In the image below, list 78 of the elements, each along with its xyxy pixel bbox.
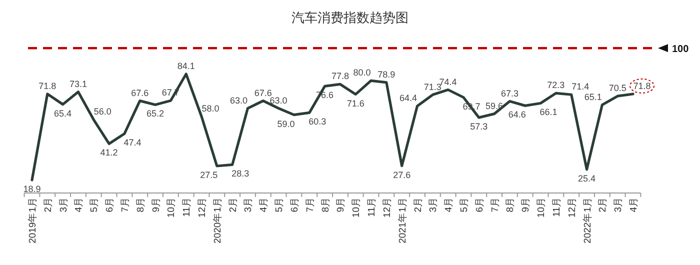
x-tick-label: 2月 [228, 197, 239, 212]
data-label: 63.0 [270, 95, 288, 106]
x-tick-label: 5月 [458, 197, 470, 212]
data-label: 78.9 [378, 69, 396, 80]
x-tick-label: 3月 [58, 197, 70, 212]
data-label: 65.1 [584, 92, 602, 102]
x-tick-label: 12月 [566, 197, 578, 218]
data-label: 74.4 [439, 76, 457, 87]
x-tick-label: 7月 [120, 197, 131, 212]
x-tick-label: 12月 [197, 197, 208, 218]
data-label: 71.6 [346, 98, 364, 108]
x-tick-label: 10月 [166, 197, 178, 218]
x-tick-label: 5月 [89, 197, 100, 212]
x-tick-label: 4月 [74, 197, 85, 212]
data-label: 27.5 [200, 170, 218, 180]
x-tick-label: 11月 [551, 197, 562, 217]
data-label: 67.6 [254, 88, 272, 98]
x-tick-label: 10月 [351, 197, 362, 218]
data-label: 71.4 [572, 82, 590, 92]
data-label: 57.3 [470, 122, 488, 132]
x-tick-label: 4月 [258, 197, 270, 212]
data-label: 18.9 [23, 184, 41, 194]
x-tick-label: 9月 [336, 197, 347, 212]
data-label: 59.0 [277, 118, 295, 129]
data-label: 28.3 [232, 168, 250, 179]
x-tick-label: 11月 [366, 197, 378, 217]
x-tick-label: 6月 [474, 197, 486, 212]
x-tick-label: 10月 [536, 197, 548, 218]
x-tick-label: 3月 [428, 197, 440, 212]
data-label: 56.0 [94, 106, 112, 117]
data-label: 27.6 [393, 170, 411, 180]
x-tick-label: 9月 [520, 197, 532, 212]
x-tick-label: 2月 [412, 197, 424, 212]
data-label: 70.5 [608, 83, 626, 94]
data-label: 64.4 [399, 93, 418, 104]
data-label: 77.8 [331, 71, 349, 82]
data-label: 72.3 [547, 80, 565, 90]
title: 汽车消费指数趋势图 [292, 10, 408, 25]
data-label: 67.3 [500, 88, 518, 98]
data-label: 41.2 [100, 148, 118, 158]
x-tick-label: 8月 [320, 197, 332, 212]
ref-line-label: 100 [672, 44, 690, 56]
data-label: 58.0 [202, 103, 220, 114]
x-tick-label: 9月 [150, 197, 162, 212]
data-label: 84.1 [177, 60, 195, 71]
x-tick-label: 12月 [382, 197, 393, 218]
data-label: 66.1 [540, 107, 558, 118]
x-tick-label: 2020年1月 [211, 197, 224, 244]
data-label: 64.6 [508, 110, 526, 120]
x-tick-label: 11月 [182, 197, 193, 217]
x-tick-label: 3月 [243, 197, 254, 212]
data-label: 65.4 [54, 108, 72, 118]
x-tick-label: 8月 [505, 197, 516, 212]
data-label: 80.0 [353, 68, 371, 78]
x-tick-label: 2022年1月 [581, 197, 594, 244]
x-tick-label: 7月 [490, 197, 501, 212]
x-tick-label: 6月 [289, 197, 300, 212]
x-tick-label: 2019年1月 [26, 197, 38, 244]
x-tick-label: 4月 [628, 197, 640, 212]
data-label: 63.0 [230, 95, 248, 106]
data-label: 47.4 [124, 138, 142, 148]
x-tick-label: 4月 [444, 197, 455, 212]
x-tick-label: 5月 [274, 197, 286, 212]
data-label: 71.3 [424, 82, 442, 92]
x-tick-label: 8月 [135, 197, 146, 212]
data-label: 60.3 [308, 116, 326, 127]
x-tick-label: 2021年1月 [396, 197, 408, 244]
data-label: 71.8 [38, 80, 56, 91]
data-label: 73.1 [69, 78, 87, 89]
data-label: 65.2 [146, 108, 164, 119]
x-tick-label: 2月 [598, 197, 609, 212]
x-tick-label: 3月 [613, 197, 624, 212]
x-tick-label: 2月 [42, 197, 54, 212]
x-tick-label: 7月 [304, 197, 316, 212]
data-label: 25.4 [578, 173, 596, 184]
x-tick-label: 6月 [104, 197, 116, 212]
data-label: 71.8 [633, 80, 651, 91]
data-label: 67.6 [131, 88, 149, 98]
